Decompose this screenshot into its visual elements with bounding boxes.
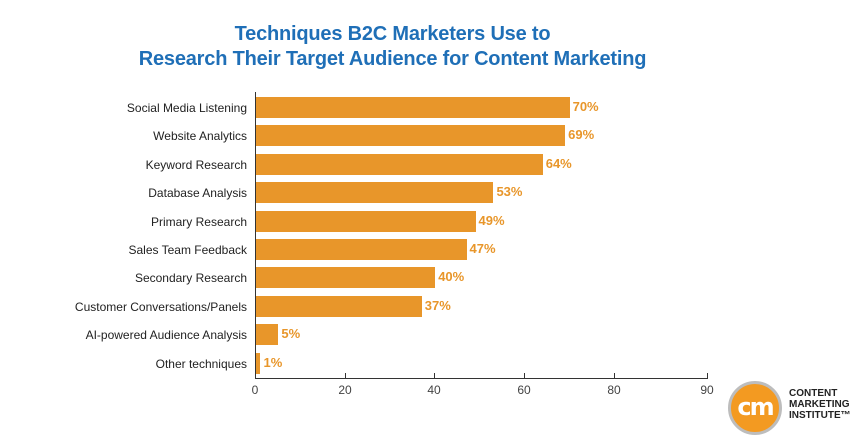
bar-row: Database Analysis 53% <box>0 182 862 204</box>
chart-title-line-2: Research Their Target Audience for Conte… <box>138 48 647 70</box>
value-label: 5% <box>281 326 301 342</box>
x-tick <box>614 373 615 379</box>
value-label: 53% <box>496 184 523 200</box>
bar <box>256 182 494 204</box>
x-tick-label: 0 <box>251 383 259 397</box>
value-label: 40% <box>438 269 465 285</box>
x-tick <box>434 373 435 379</box>
bar <box>256 324 279 346</box>
x-tick-label: 60 <box>517 383 531 397</box>
logo-line-1: CONTENT <box>789 388 838 399</box>
category-label: Customer Conversations/Panels <box>74 299 247 314</box>
category-label: Keyword Research <box>145 157 247 172</box>
bar <box>256 352 261 374</box>
x-tick <box>345 373 346 379</box>
bar <box>256 210 476 232</box>
value-label: 47% <box>469 241 496 256</box>
category-label: Social Media Listening <box>126 101 247 115</box>
bar-row: Sales Team Feedback 47% <box>0 239 862 261</box>
x-axis-line <box>255 378 708 379</box>
category-label: Primary Research <box>150 214 247 229</box>
x-tick <box>707 373 708 379</box>
logo-line-3: INSTITUTE™ <box>789 410 851 421</box>
value-label: 37% <box>424 297 451 313</box>
cm-logo-mark: cm <box>728 381 782 435</box>
value-label: 64% <box>545 155 572 171</box>
category-label: Database Analysis <box>148 186 247 201</box>
value-label: 1% <box>263 354 283 370</box>
category-label: Sales Team Feedback <box>128 243 247 257</box>
bar-row: Keyword Research 64% <box>0 153 862 176</box>
bar-row: Other techniques 1% <box>0 352 862 375</box>
bar <box>256 295 422 317</box>
value-label: 70% <box>572 99 599 114</box>
bar <box>256 153 543 175</box>
x-tick-label: 90 <box>700 383 714 397</box>
bar <box>256 267 436 289</box>
x-tick-label: 40 <box>427 383 441 397</box>
value-label: 49% <box>478 212 505 228</box>
category-label: Secondary Research <box>134 271 247 286</box>
bar-row: Customer Conversations/Panels 37% <box>0 295 862 318</box>
bar-row: AI-powered Audience Analysis 5% <box>0 324 862 346</box>
bar-row: Social Media Listening 70% <box>0 97 862 119</box>
logo-wordmark: CONTENT MARKETING INSTITUTE™ <box>789 388 851 421</box>
bar-row: Primary Research 49% <box>0 210 862 233</box>
x-tick <box>255 373 256 379</box>
bar <box>256 97 570 118</box>
x-tick <box>524 373 525 379</box>
x-tick-label: 80 <box>607 383 621 397</box>
category-label: Website Analytics <box>153 129 247 144</box>
chart-title: Techniques B2C Marketers Use to Research… <box>0 22 785 72</box>
category-label: Other techniques <box>155 356 247 371</box>
x-tick-label: 20 <box>338 383 352 397</box>
value-label: 69% <box>568 127 595 143</box>
cmi-logo: cm CONTENT MARKETING INSTITUTE™ <box>728 378 858 436</box>
logo-line-2: MARKETING <box>789 399 850 410</box>
bar <box>256 125 566 147</box>
y-axis-line <box>255 92 256 378</box>
category-label: AI-powered Audience Analysis <box>85 328 247 343</box>
bar <box>256 239 467 260</box>
bar-row: Secondary Research 40% <box>0 267 862 289</box>
bar-row: Website Analytics 69% <box>0 125 862 147</box>
chart-title-line-1: Techniques B2C Marketers Use to <box>234 23 551 45</box>
